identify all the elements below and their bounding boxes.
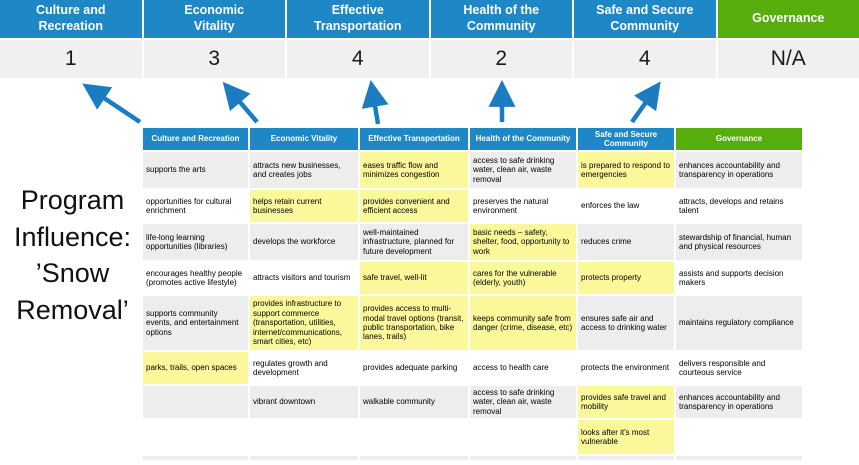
matrix-cell: enhances accountability and transparency…	[676, 152, 802, 188]
influence-arrow-icon	[82, 83, 142, 124]
matrix-cell: regulates growth and development	[250, 352, 358, 384]
matrix-header-cell: Health of the Community	[470, 128, 576, 150]
matrix-cell-highlighted: provides infrastructure to support comme…	[250, 296, 358, 350]
matrix-cell-highlighted: safe travel, well-lit	[360, 262, 468, 294]
matrix-cell: protects the environment	[578, 352, 674, 384]
matrix-header-cell: Safe and Secure Community	[578, 128, 674, 150]
summary-col-culture-recreation: Culture and Recreation 1	[0, 0, 142, 78]
summary-score-economic-vitality: 3	[143, 40, 285, 78]
influence-arrow-icon	[222, 81, 259, 124]
matrix-cell: vibrant downtown	[250, 386, 358, 418]
influence-arrow-icon	[361, 80, 389, 125]
influence-arrow-icon	[630, 81, 661, 124]
matrix-cell: encourages healthy people (promotes acti…	[143, 262, 248, 294]
summary-col-economic-vitality: Economic Vitality 3	[143, 0, 285, 78]
summary-col-governance: Governance N/A	[717, 0, 859, 78]
summary-header-culture-recreation: Culture and Recreation	[0, 0, 142, 38]
summary-score-safe-secure: 4	[574, 40, 716, 78]
matrix-cell	[470, 420, 576, 454]
matrix-header-cell: Governance	[676, 128, 802, 150]
matrix-cell-highlighted: is prepared to respond to emergencies	[578, 152, 674, 188]
summary-score-governance: N/A	[717, 40, 859, 78]
matrix-cell: opportunities for cultural enrichment	[143, 190, 248, 222]
matrix-cell: walkable community	[360, 386, 468, 418]
matrix-cell	[470, 456, 576, 460]
matrix-cell: well-maintained infrastructure, planned …	[360, 224, 468, 260]
matrix-cell: attracts, develops and retains talent	[676, 190, 802, 222]
matrix-cell: supports the arts	[143, 152, 248, 188]
summary-header-health-community: Health of the Community	[430, 0, 572, 38]
matrix-cell-highlighted: provides safe travel and mobility	[578, 386, 674, 418]
matrix-cell-highlighted: parks, trails, open spaces	[143, 352, 248, 384]
matrix-header-cell: Economic Vitality	[250, 128, 358, 150]
matrix-cell: ensures safe air and access to drinking …	[578, 296, 674, 350]
matrix-cell: attracts visitors and tourism	[250, 262, 358, 294]
matrix-cell	[578, 456, 674, 460]
summary-col-effective-transportation: Effective Transportation 4	[287, 0, 429, 78]
matrix-cell-highlighted: looks after it's most vulnerable	[578, 420, 674, 454]
matrix-cell	[250, 456, 358, 460]
summary-score-culture-recreation: 1	[0, 40, 142, 78]
matrix-cell	[360, 420, 468, 454]
matrix-cell	[143, 456, 248, 460]
matrix-cell: attracts new businesses, and creates job…	[250, 152, 358, 188]
matrix-cell: preserves the natural environment	[470, 190, 576, 222]
matrix-cell: stewardship of financial, human and phys…	[676, 224, 802, 260]
matrix-header-cell: Effective Transportation	[360, 128, 468, 150]
matrix-cell-highlighted: eases traffic flow and minimizes congest…	[360, 152, 468, 188]
matrix-cell	[676, 456, 802, 460]
matrix-cell-highlighted: basic needs – safety, shelter, food, opp…	[470, 224, 576, 260]
summary-col-health-community: Health of the Community 2	[430, 0, 572, 78]
summary-score-health-community: 2	[430, 40, 572, 78]
matrix-cell: develops the workforce	[250, 224, 358, 260]
matrix-cell-highlighted: provides convenient and efficient access	[360, 190, 468, 222]
matrix-cell: access to health care	[470, 352, 576, 384]
matrix-header-cell: Culture and Recreation	[143, 128, 248, 150]
program-influence-title: Program Influence: ’Snow Removal’	[13, 185, 132, 326]
matrix-cell-highlighted: cares for the vulnerable (elderly, youth…	[470, 262, 576, 294]
summary-scores: Culture and Recreation 1 Economic Vitali…	[0, 0, 859, 78]
matrix-cell	[676, 420, 802, 454]
matrix-cell-highlighted: protects property	[578, 262, 674, 294]
matrix-cell: assists and supports decision makers	[676, 262, 802, 294]
matrix-cell: supports community events, and entertain…	[143, 296, 248, 350]
matrix-cell	[360, 456, 468, 460]
summary-header-effective-transportation: Effective Transportation	[287, 0, 429, 38]
summary-score-effective-transportation: 4	[287, 40, 429, 78]
matrix-cell: enhances accountability and transparency…	[676, 386, 802, 418]
matrix-cell: enforces the law	[578, 190, 674, 222]
matrix-cell-highlighted: provides access to multi-modal travel op…	[360, 296, 468, 350]
summary-header-safe-secure: Safe and Secure Community	[574, 0, 716, 38]
matrix-cell	[250, 420, 358, 454]
summary-header-governance: Governance	[717, 0, 859, 38]
matrix-cell	[143, 386, 248, 418]
matrix-cell: access to safe drinking water, clean air…	[470, 152, 576, 188]
matrix-cell: maintains regulatory compliance	[676, 296, 802, 350]
matrix-cell: reduces crime	[578, 224, 674, 260]
summary-col-safe-secure: Safe and Secure Community 4	[574, 0, 716, 78]
summary-header-economic-vitality: Economic Vitality	[143, 0, 285, 38]
matrix-cell: delivers responsible and courteous servi…	[676, 352, 802, 384]
program-matrix: Culture and Recreation Economic Vitality E…	[143, 128, 802, 460]
matrix-cell-highlighted: helps retain current businesses	[250, 190, 358, 222]
matrix-cell	[143, 420, 248, 454]
matrix-cell: access to safe drinking water, clean air…	[470, 386, 576, 418]
matrix-cell-highlighted: keeps community safe from danger (crime,…	[470, 296, 576, 350]
matrix-cell: life-long learning opportunities (librar…	[143, 224, 248, 260]
matrix-cell: provides adequate parking	[360, 352, 468, 384]
